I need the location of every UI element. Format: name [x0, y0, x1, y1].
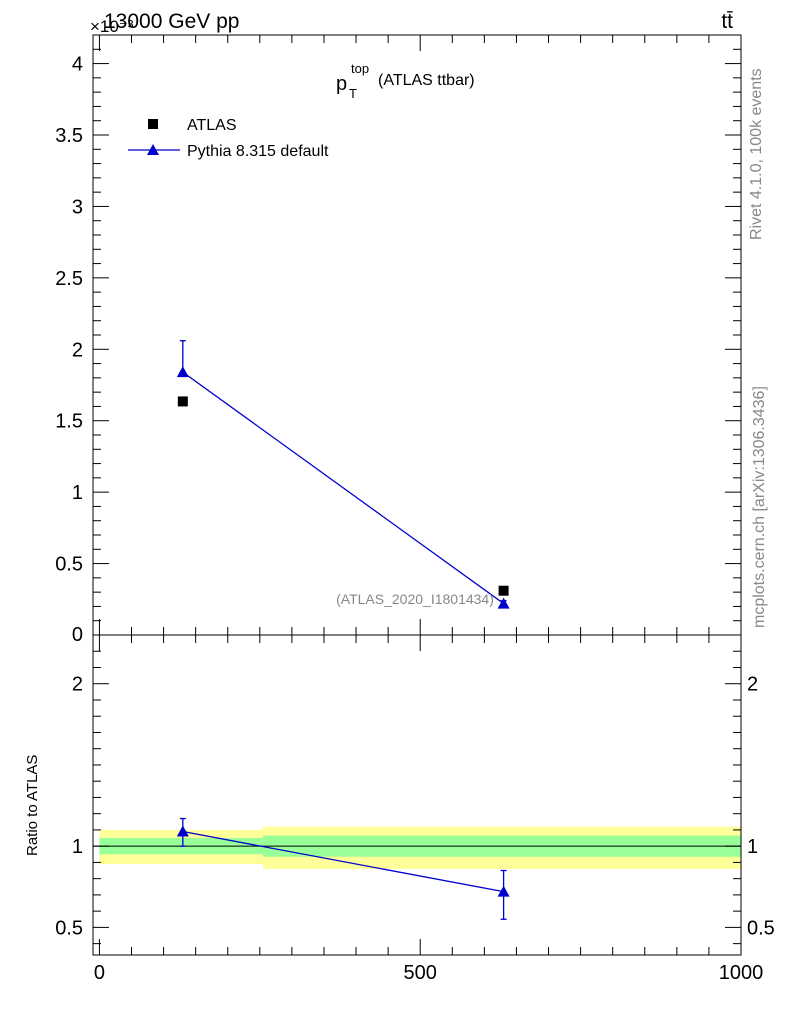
side-label-mcplots: mcplots.cern.ch [arXiv:1306.3436]: [751, 386, 768, 628]
main-ytick-label: 1.5: [55, 411, 83, 433]
data-marks: [176, 340, 510, 920]
atlas-point: [498, 585, 509, 596]
ratio-ytick-label-right: 1: [747, 836, 758, 858]
energy-label: 13000 GeV pp: [104, 10, 239, 33]
pythia-point: [176, 366, 189, 378]
ratio-ytick-label-right: 2: [747, 674, 758, 696]
pythia-line: [182, 371, 504, 605]
pythia-point: [497, 597, 510, 609]
ratio-ytick-label-right: 0.5: [747, 917, 775, 939]
ratio-ytick-label-left: 1: [72, 836, 83, 858]
main-ytick-label: 2: [72, 339, 83, 361]
ratio-ytick-label-left: 0.5: [55, 917, 83, 939]
ratio-ytick-label-left: 2: [72, 674, 83, 696]
ratio-frame: [92, 634, 742, 956]
ratio-pythia-line: [182, 830, 504, 893]
xtick-label: 1000: [719, 962, 764, 984]
atlas-point: [177, 396, 188, 407]
main-ytick-label: 2.5: [55, 268, 83, 290]
main-ytick-label: 0.5: [55, 554, 83, 576]
ratio-pythia-point: [176, 825, 189, 837]
xtick-label: 500: [404, 962, 437, 984]
main-ytick-label: 4: [72, 54, 83, 76]
plot-title-p: p: [336, 73, 347, 95]
plot-title-suffix: (ATLAS ttbar): [378, 72, 475, 89]
main-ytick-label: 3.5: [55, 125, 83, 147]
legend-atlas-marker: [148, 119, 158, 129]
main-ytick-label-zero: 0: [72, 624, 83, 646]
legend-pythia-label: Pythia 8.315 default: [187, 143, 329, 160]
xtick-label: 0: [94, 962, 105, 984]
ratio-ylabel: Ratio to ATLAS: [24, 755, 41, 856]
analysis-watermark: (ATLAS_2020_I1801434): [336, 591, 494, 607]
plot-title-sup: top: [351, 61, 369, 76]
axis-ticks: 0.5 1 1.5 2 2.5 3 3.5 4 0 0 500 1000 0.5 0.5 1 1 2 2: [55, 34, 775, 984]
ratio-pythia-point: [497, 885, 510, 897]
process-label: tt̄: [721, 10, 733, 33]
legend-atlas-label: ATLAS: [187, 117, 237, 134]
side-label-rivet: Rivet 4.1.0, 100k events: [748, 68, 765, 240]
main-ytick-label: 1: [72, 482, 83, 504]
main-ytick-label: 3: [72, 196, 83, 218]
legend-pythia-marker: [147, 144, 159, 155]
exponent-label: ×10⁻³: [90, 17, 134, 36]
plot-title-sub: T: [349, 86, 357, 101]
